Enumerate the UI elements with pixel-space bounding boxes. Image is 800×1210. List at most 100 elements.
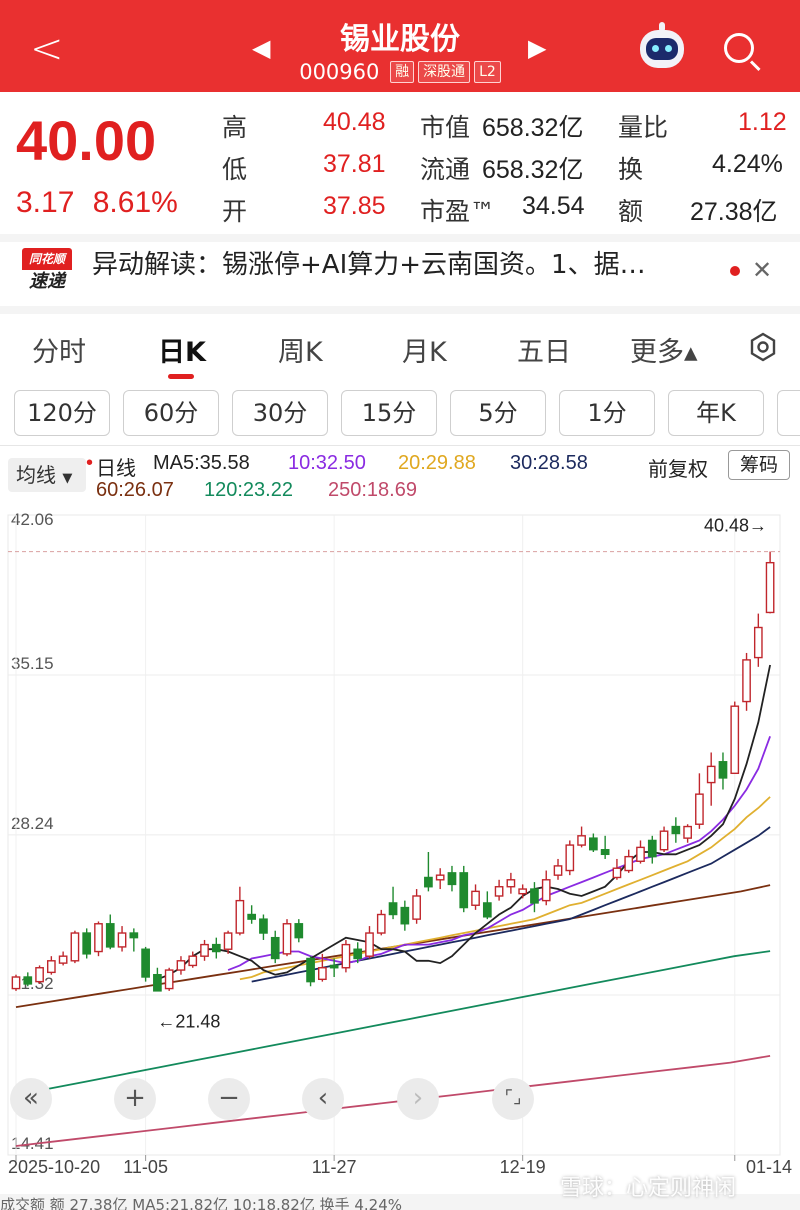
x-axis-label: 11-05 xyxy=(123,1157,168,1177)
tag-connect: 深股通 xyxy=(418,61,471,83)
candle-body xyxy=(376,913,386,934)
scroll-right-icon[interactable]: › xyxy=(397,1078,439,1120)
candle-body xyxy=(683,825,692,839)
tag-l2: L2 xyxy=(474,61,501,83)
candle-body xyxy=(329,964,339,969)
candle-body xyxy=(695,793,704,825)
tab-weekly-k[interactable]: 周K xyxy=(278,337,323,368)
candle-body xyxy=(447,872,457,886)
next-stock-icon[interactable]: ▶ xyxy=(528,34,547,62)
ma-selector[interactable]: 均线 ▼ xyxy=(8,458,86,492)
candle-body xyxy=(105,923,115,948)
news-logo-top: 同花顺 xyxy=(22,248,72,270)
chevron-down-icon: ▼ xyxy=(62,471,73,486)
tab-monthly-k[interactable]: 月K xyxy=(402,337,447,368)
active-tab-indicator xyxy=(168,374,194,379)
open-value: 37.85 xyxy=(323,192,386,220)
close-icon[interactable]: ✕ xyxy=(752,256,773,284)
candle-body xyxy=(471,890,480,906)
news-logo-bottom: 速递 xyxy=(29,271,65,292)
legend-ma250: 250:18.69 xyxy=(328,479,417,501)
mcap-value: 658.32亿 xyxy=(482,114,584,142)
settings-icon[interactable] xyxy=(748,332,778,362)
period-yearly-button[interactable]: 年K xyxy=(668,390,764,436)
period-60min-button[interactable]: 60分 xyxy=(123,390,219,436)
candle-body xyxy=(117,932,127,948)
tab-intraday[interactable]: 分时 xyxy=(32,337,86,368)
candle-body xyxy=(247,913,257,920)
candle-body xyxy=(671,825,681,835)
period-120min-button[interactable]: 120分 xyxy=(14,390,110,436)
candle-body xyxy=(70,932,80,962)
ma-line-ma10 xyxy=(227,735,771,971)
change-percent: 8.61% xyxy=(92,186,178,219)
x-axis-label: 12-19 xyxy=(500,1157,546,1177)
ma-line-ma20 xyxy=(239,796,771,981)
rewind-icon[interactable]: « xyxy=(10,1078,52,1120)
robot-assistant-icon[interactable] xyxy=(640,22,684,68)
candle-body xyxy=(46,960,56,974)
low-label: 低 xyxy=(222,155,248,184)
search-icon[interactable] xyxy=(724,33,754,63)
news-headline[interactable]: 异动解读：锡涨停+AI算力+云南国资。1、据… xyxy=(92,250,646,280)
divider xyxy=(0,445,800,446)
candle-body xyxy=(270,936,280,960)
candle-body xyxy=(153,973,162,992)
candle-body xyxy=(589,837,598,851)
period-30min-button[interactable]: 30分 xyxy=(232,390,328,436)
candle-body xyxy=(259,918,268,934)
legend-line-type: 日线 xyxy=(96,458,136,480)
y-axis-label: 35.15 xyxy=(11,654,54,673)
candle-body xyxy=(636,846,645,862)
candle-body xyxy=(35,967,44,983)
candle-body xyxy=(647,839,657,858)
kline-chart[interactable]: 42.0635.1528.2421.3214.4140.48→←21.48202… xyxy=(0,505,800,1195)
float-value: 658.32亿 xyxy=(482,156,584,184)
price-change: 3.17 8.61% xyxy=(16,186,178,220)
period-more-button[interactable] xyxy=(777,390,800,436)
candle-body xyxy=(188,955,198,967)
candle-body xyxy=(164,969,174,990)
back-icon[interactable]: < xyxy=(30,26,64,72)
period-5min-button[interactable]: 5分 xyxy=(450,390,546,436)
scroll-left-icon[interactable]: ‹ xyxy=(302,1078,344,1120)
mcap-label: 市值 xyxy=(420,113,471,142)
legend-ma120: 120:23.22 xyxy=(204,479,293,501)
change-amount: 3.17 xyxy=(16,186,75,219)
chip-distribution-button[interactable]: 筹码 xyxy=(728,450,790,480)
stock-name: 锡业股份 xyxy=(340,22,460,57)
last-price: 40.00 xyxy=(16,109,157,172)
candle-body xyxy=(388,902,398,916)
candle-body xyxy=(58,955,68,964)
candle-body xyxy=(482,902,492,918)
adjust-mode-label[interactable]: 前复权 xyxy=(648,457,708,481)
candle-body xyxy=(518,888,528,895)
zoom-in-icon[interactable]: + xyxy=(114,1078,156,1120)
x-axis-label: 11-27 xyxy=(312,1157,357,1177)
y-axis-label: 42.06 xyxy=(11,510,54,529)
volume-ratio-value: 1.12 xyxy=(738,108,787,136)
period-1min-button[interactable]: 1分 xyxy=(559,390,655,436)
legend-dot-icon: • xyxy=(86,452,94,474)
pe-label: 市盈™ xyxy=(420,197,496,226)
fullscreen-icon[interactable]: ⌜⌟ xyxy=(492,1078,534,1120)
turnover-value: 4.24% xyxy=(712,150,783,178)
candle-body xyxy=(612,867,622,879)
amount-label: 额 xyxy=(618,197,644,226)
tag-margin: 融 xyxy=(390,61,415,83)
candle-body xyxy=(577,835,586,846)
candle-body xyxy=(412,895,421,920)
candle-body xyxy=(365,932,374,957)
prev-stock-icon[interactable]: ◀ xyxy=(252,34,271,62)
candle-body xyxy=(306,957,315,983)
zoom-out-icon[interactable]: − xyxy=(208,1078,250,1120)
period-15min-button[interactable]: 15分 xyxy=(341,390,437,436)
tab-daily-k[interactable]: 日K xyxy=(158,337,206,368)
candle-body xyxy=(129,932,139,939)
candle-body xyxy=(200,943,209,957)
tab-five-day[interactable]: 五日 xyxy=(517,337,571,368)
candle-body xyxy=(459,872,469,909)
stock-code-row: 000960 融深股通 L2 xyxy=(0,60,800,84)
tab-more[interactable]: 更多▴ xyxy=(630,337,698,368)
candle-body xyxy=(341,943,351,969)
